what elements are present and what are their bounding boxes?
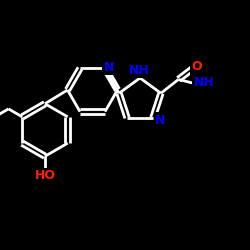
Text: HO: HO bbox=[34, 169, 56, 182]
Text: N: N bbox=[104, 60, 114, 74]
Text: NH: NH bbox=[128, 64, 149, 76]
Text: NH: NH bbox=[194, 76, 215, 89]
Text: O: O bbox=[192, 60, 202, 73]
Text: N: N bbox=[155, 114, 166, 127]
